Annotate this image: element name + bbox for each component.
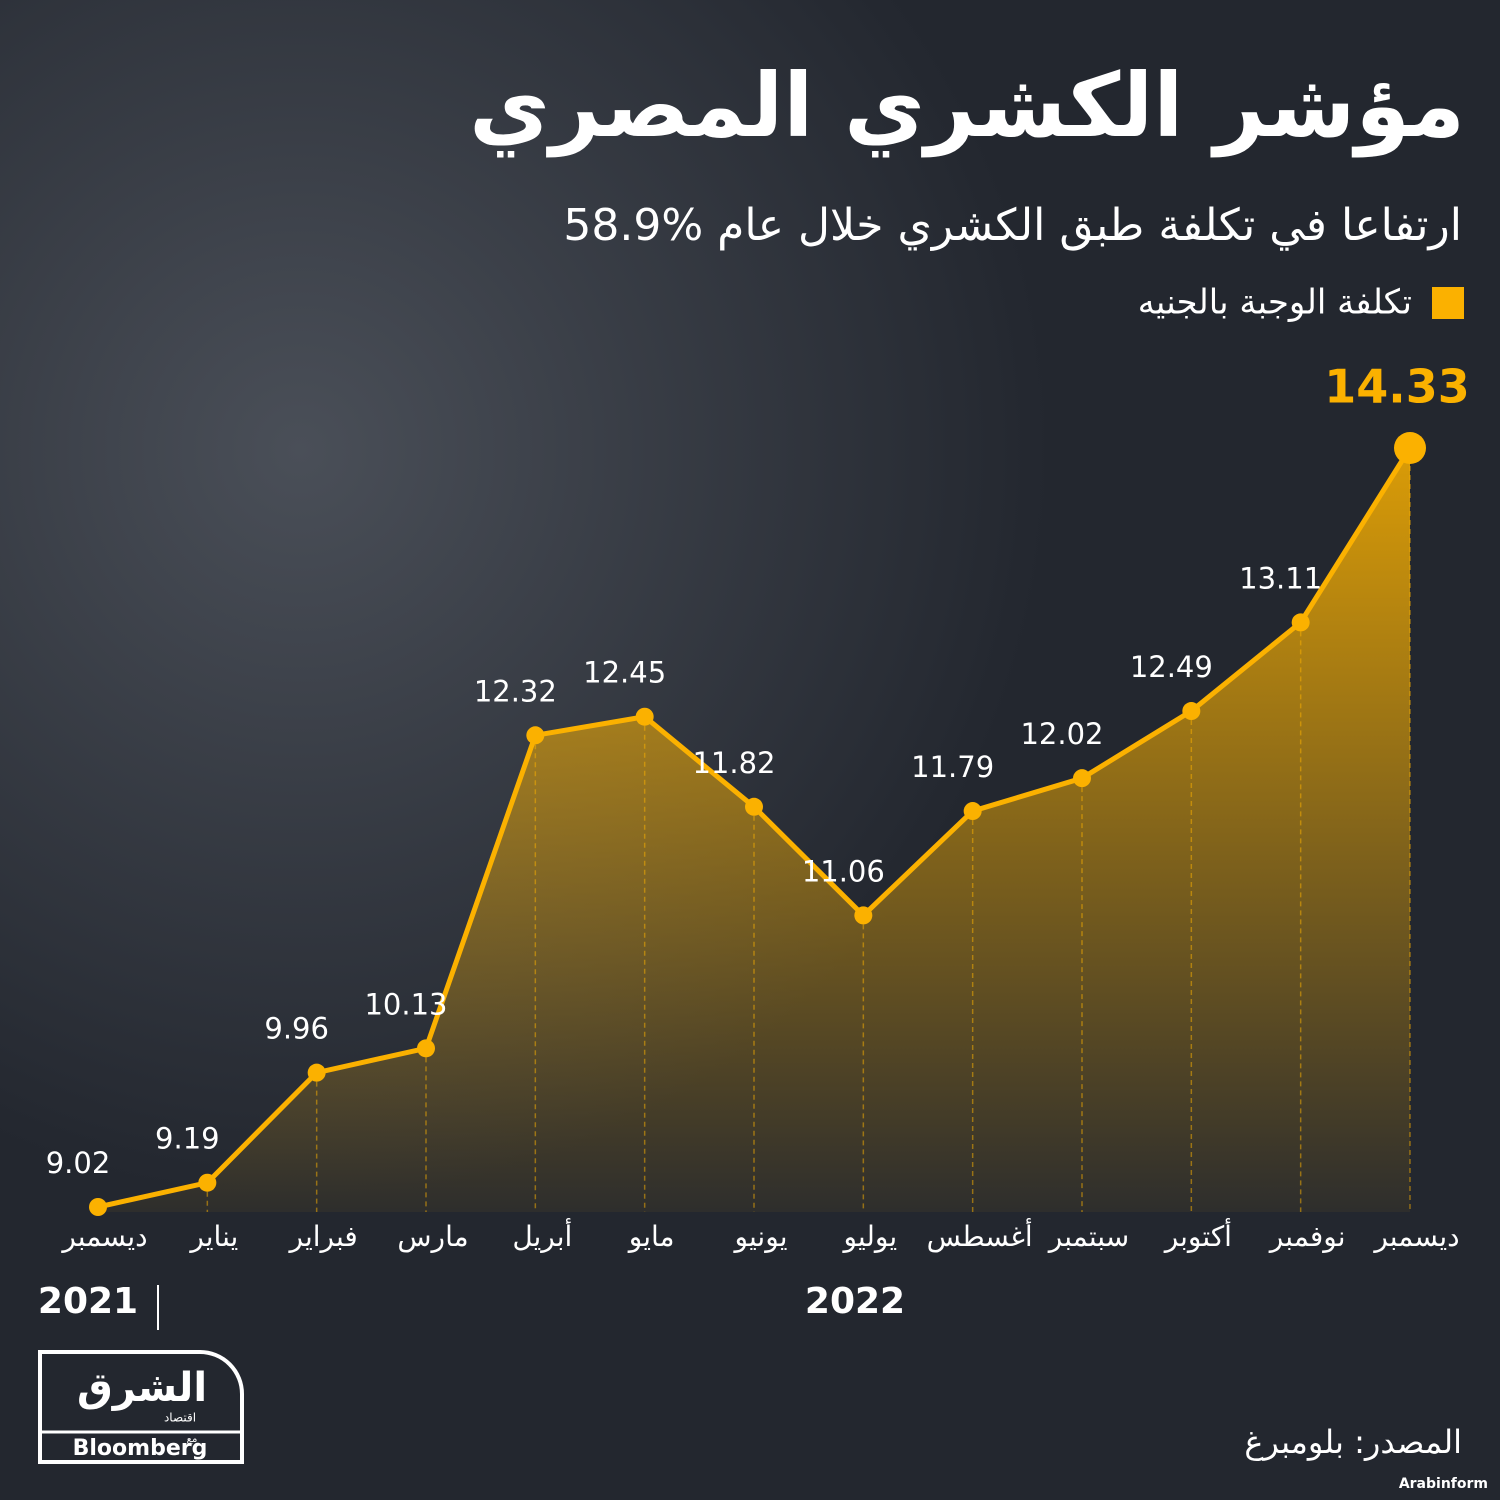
value-label: 11.79 — [911, 750, 994, 784]
x-tick-label: أغسطس — [927, 1217, 1033, 1253]
x-tick-label: ديسمبر — [60, 1220, 147, 1253]
credit: Arabinform — [1399, 1476, 1488, 1492]
value-label: 9.19 — [155, 1122, 220, 1156]
chart-title: مؤشر الكشري المصري — [469, 54, 1465, 158]
value-label: 12.02 — [1020, 717, 1103, 751]
value-label: 11.06 — [802, 854, 885, 888]
legend-label: تكلفة الوجبة بالجنيه — [1138, 283, 1412, 323]
x-tick-label: أبريل — [512, 1217, 572, 1253]
area — [98, 448, 1410, 1212]
point — [417, 1039, 435, 1058]
x-tick-label: فبراير — [288, 1220, 358, 1253]
x-tick-label: يوليو — [841, 1220, 897, 1253]
logo-tagline: اقتصاد — [164, 1411, 196, 1425]
chart-subtitle: 58.9% ارتفاعا في تكلفة طبق الكشري خلال ع… — [563, 200, 1462, 251]
x-tick-label: مارس — [397, 1220, 468, 1253]
value-label: 9.02 — [46, 1146, 111, 1180]
value-label: 11.82 — [692, 746, 775, 780]
point — [307, 1063, 326, 1082]
x-tick-label: مايو — [627, 1220, 675, 1253]
point — [963, 802, 982, 821]
value-label: 12.49 — [1130, 650, 1213, 684]
x-tick-label: يونيو — [733, 1220, 788, 1253]
source: المصدر: بلومبرغ — [1244, 1423, 1462, 1461]
logo-name: الشرق — [77, 1365, 207, 1411]
logo-with: مع — [187, 1434, 198, 1445]
point — [198, 1173, 217, 1192]
x-tick-label: سبتمبر — [1047, 1220, 1129, 1253]
value-label: 9.96 — [264, 1012, 329, 1046]
logo-frame — [38, 1350, 244, 1464]
point — [745, 797, 763, 816]
point — [854, 906, 873, 925]
legend-swatch — [1432, 287, 1464, 319]
point — [1073, 769, 1091, 788]
point — [635, 707, 654, 726]
year-label: 2021 — [38, 1281, 138, 1322]
x-tick-label: ديسمبر — [1372, 1220, 1459, 1253]
value-label: 12.32 — [474, 674, 557, 708]
x-tick-label: يناير — [188, 1220, 238, 1253]
point — [89, 1198, 107, 1216]
value-label: 10.13 — [364, 987, 447, 1021]
x-tick-label: نوفمبر — [1268, 1220, 1346, 1253]
point — [1394, 432, 1426, 464]
logo: الشرق اقتصاد مع Bloomberg — [38, 1350, 244, 1464]
value-label: 13.11 — [1239, 561, 1322, 595]
point — [526, 726, 545, 745]
year-label: 2022 — [805, 1281, 905, 1322]
x-tick-label: أكتوبر — [1163, 1217, 1232, 1253]
value-label: 12.45 — [583, 656, 666, 690]
point — [1291, 613, 1310, 632]
value-label: 14.33 — [1324, 360, 1470, 414]
point — [1182, 702, 1201, 721]
logo-partner: Bloomberg — [73, 1436, 208, 1461]
